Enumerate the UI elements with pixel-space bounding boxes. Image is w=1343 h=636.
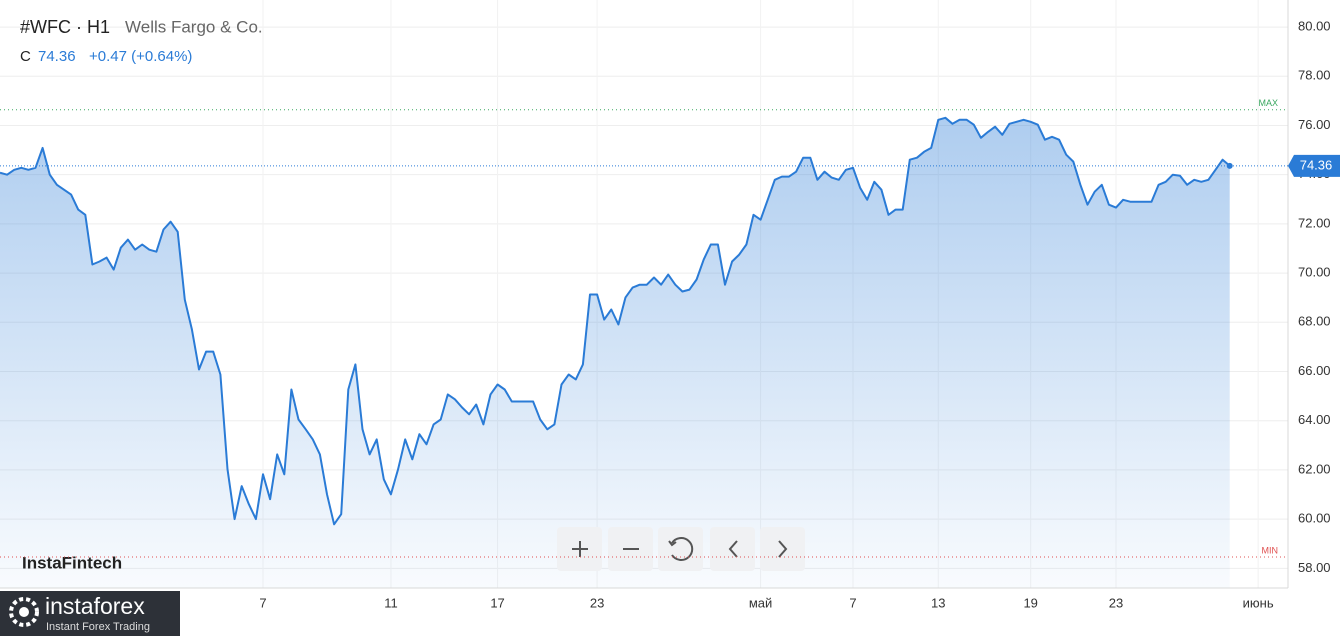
y-tick-label: 60.00 [1298, 511, 1331, 526]
price-line [0, 116, 1231, 526]
scroll-left-button[interactable] [710, 527, 755, 571]
toolbar [557, 527, 805, 571]
price-prefix: C [20, 48, 31, 65]
icon [728, 540, 738, 558]
y-tick-label: 58.00 [1298, 560, 1331, 575]
price-change: +0.47 (+0.64%) [89, 48, 192, 65]
logo-tagline: Instant Forex Trading [46, 621, 150, 633]
x-tick-label: май [749, 595, 772, 610]
y-tick-label: 72.00 [1298, 215, 1331, 230]
logo-icon [19, 607, 29, 617]
chart-title: #WFC · H1 [20, 17, 110, 37]
y-tick-label: 80.00 [1298, 19, 1331, 34]
x-tick-label: 19 [1023, 595, 1037, 610]
logo-icon [9, 597, 39, 627]
y-tick-label: 62.00 [1298, 461, 1331, 476]
watermark: InstaFintech [22, 553, 122, 572]
x-tick-label: 7 [849, 595, 856, 610]
logo: instaforex Instant Forex Trading [0, 591, 180, 636]
price-tag [1288, 154, 1340, 177]
y-tick-label: 70.00 [1298, 265, 1331, 280]
price-tag-label: 74.36 [1300, 157, 1333, 172]
max-label: MAX [1258, 98, 1278, 108]
y-tick-label: 68.00 [1298, 314, 1331, 329]
x-tick-label: 13 [931, 595, 945, 610]
y-tick-label: 76.00 [1298, 117, 1331, 132]
y-tick-label: 66.00 [1298, 363, 1331, 378]
chart-subtitle: Wells Fargo & Co. [125, 17, 263, 36]
last-price: 74.36 [38, 48, 76, 65]
x-tick-label: 23 [590, 595, 604, 610]
icon [778, 540, 788, 558]
reset-button[interactable] [658, 527, 703, 571]
x-tick-label: 11 [384, 595, 398, 610]
x-tick-label: 7 [259, 595, 266, 610]
logo-name: instaforex [45, 593, 145, 619]
min-label: MIN [1262, 545, 1279, 555]
y-tick-label: 64.00 [1298, 412, 1331, 427]
scroll-right-button[interactable] [760, 527, 805, 571]
x-tick-label: июнь [1243, 595, 1274, 610]
icon [572, 541, 588, 557]
y-tick-label: 78.00 [1298, 68, 1331, 83]
area-fill [0, 117, 1230, 589]
icon [668, 537, 694, 561]
x-tick-label: 23 [1109, 595, 1123, 610]
last-point [1226, 162, 1233, 169]
x-tick-label: 17 [490, 595, 504, 610]
